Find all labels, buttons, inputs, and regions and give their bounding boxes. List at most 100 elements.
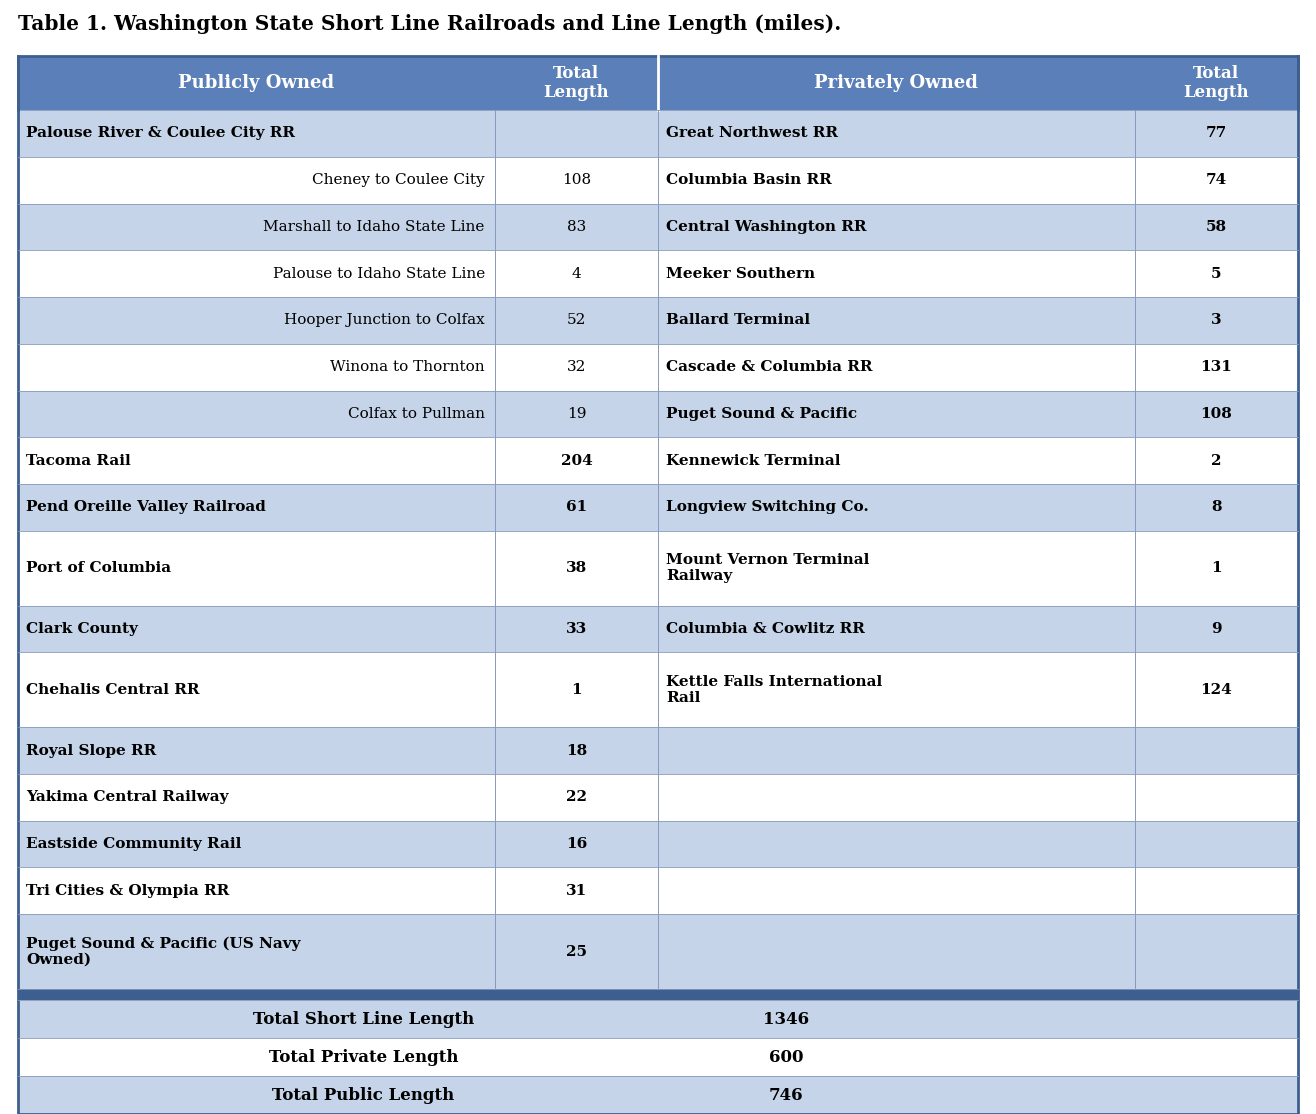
Text: Colfax to Pullman: Colfax to Pullman (347, 407, 484, 421)
Text: Puget Sound & Pacific: Puget Sound & Pacific (666, 407, 857, 421)
Bar (18, 204, 658, 251)
Text: Columbia & Cowlitz RR: Columbia & Cowlitz RR (666, 622, 865, 636)
Bar (18, 297, 658, 344)
Bar (18, 868, 658, 915)
Bar (658, 653, 1298, 727)
Text: 19: 19 (567, 407, 586, 421)
Text: Port of Columbia: Port of Columbia (26, 561, 171, 575)
Text: 108: 108 (1200, 407, 1232, 421)
Bar (18, 1000, 1298, 1038)
Bar (658, 297, 1298, 344)
Text: 108: 108 (562, 173, 591, 187)
Text: 1: 1 (1211, 561, 1221, 575)
Bar (18, 774, 658, 821)
Text: 5: 5 (1211, 266, 1221, 281)
Text: Chehalis Central RR: Chehalis Central RR (26, 683, 200, 696)
Text: Cheney to Coulee City: Cheney to Coulee City (312, 173, 484, 187)
Text: Publicly Owned: Publicly Owned (179, 74, 334, 92)
Text: Kennewick Terminal: Kennewick Terminal (666, 453, 841, 468)
Bar (658, 821, 1298, 868)
Text: Ballard Terminal: Ballard Terminal (666, 313, 811, 328)
Text: Meeker Southern: Meeker Southern (666, 266, 815, 281)
Text: 600: 600 (769, 1048, 803, 1065)
Text: Marshall to Idaho State Line: Marshall to Idaho State Line (263, 219, 484, 234)
Bar (658, 727, 1298, 774)
Text: 58: 58 (1205, 219, 1227, 234)
Text: 16: 16 (566, 837, 587, 851)
Bar (18, 344, 658, 391)
Text: Palouse to Idaho State Line: Palouse to Idaho State Line (272, 266, 484, 281)
Bar (658, 915, 1298, 989)
Text: Cascade & Columbia RR: Cascade & Columbia RR (666, 360, 873, 374)
Text: Privately Owned: Privately Owned (815, 74, 978, 92)
Text: Clark County: Clark County (26, 622, 138, 636)
Text: Columbia Basin RR: Columbia Basin RR (666, 173, 832, 187)
Bar (18, 606, 658, 653)
Bar (18, 1076, 1298, 1114)
Bar (18, 727, 658, 774)
Bar (18, 485, 658, 530)
Bar (658, 391, 1298, 438)
Bar (658, 204, 1298, 251)
Bar (18, 530, 658, 606)
Text: Total
Length: Total Length (544, 65, 609, 101)
Text: 74: 74 (1205, 173, 1227, 187)
Text: Royal Slope RR: Royal Slope RR (26, 743, 157, 758)
Text: Winona to Thornton: Winona to Thornton (330, 360, 484, 374)
Bar (658, 530, 1298, 606)
Text: 131: 131 (1200, 360, 1232, 374)
Text: 18: 18 (566, 743, 587, 758)
Text: 52: 52 (567, 313, 586, 328)
Text: 2: 2 (1211, 453, 1221, 468)
Bar (658, 344, 1298, 391)
Bar (18, 391, 658, 438)
Bar (18, 821, 658, 868)
Bar (18, 157, 658, 204)
Bar (18, 110, 658, 157)
Text: Mount Vernon Terminal
Railway: Mount Vernon Terminal Railway (666, 554, 870, 584)
Text: 83: 83 (567, 219, 586, 234)
Text: 32: 32 (567, 360, 586, 374)
Text: 9: 9 (1211, 622, 1221, 636)
Text: Table 1. Washington State Short Line Railroads and Line Length (miles).: Table 1. Washington State Short Line Rai… (18, 14, 841, 35)
Text: Tacoma Rail: Tacoma Rail (26, 453, 130, 468)
Text: Tri Cities & Olympia RR: Tri Cities & Olympia RR (26, 883, 229, 898)
Text: Puget Sound & Pacific (US Navy
Owned): Puget Sound & Pacific (US Navy Owned) (26, 936, 300, 967)
Bar (18, 251, 658, 297)
Text: Central Washington RR: Central Washington RR (666, 219, 866, 234)
Text: 22: 22 (566, 790, 587, 804)
Bar (658, 251, 1298, 297)
Text: 1: 1 (571, 683, 582, 696)
Text: 38: 38 (566, 561, 587, 575)
Bar (18, 915, 658, 989)
Text: Longview Switching Co.: Longview Switching Co. (666, 500, 869, 515)
Bar (658, 606, 1298, 653)
Bar (18, 989, 1298, 1000)
Bar (658, 485, 1298, 530)
Text: Great Northwest RR: Great Northwest RR (666, 126, 838, 140)
Text: Total Short Line Length: Total Short Line Length (253, 1010, 474, 1027)
Bar (18, 438, 658, 485)
Text: Total
Length: Total Length (1183, 65, 1249, 101)
Bar (658, 56, 1298, 110)
Text: 1346: 1346 (763, 1010, 809, 1027)
Text: Pend Oreille Valley Railroad: Pend Oreille Valley Railroad (26, 500, 266, 515)
Bar (658, 774, 1298, 821)
Text: Total Public Length: Total Public Length (272, 1086, 455, 1104)
Text: 4: 4 (571, 266, 582, 281)
Text: Yakima Central Railway: Yakima Central Railway (26, 790, 229, 804)
Text: 746: 746 (769, 1086, 803, 1104)
Text: 33: 33 (566, 622, 587, 636)
Text: Kettle Falls International
Rail: Kettle Falls International Rail (666, 675, 882, 705)
Bar (658, 157, 1298, 204)
Text: 204: 204 (561, 453, 592, 468)
Bar (658, 438, 1298, 485)
Text: 77: 77 (1205, 126, 1227, 140)
Text: Eastside Community Rail: Eastside Community Rail (26, 837, 241, 851)
Bar (658, 110, 1298, 157)
Bar (658, 868, 1298, 915)
Bar (18, 653, 658, 727)
Text: Total Private Length: Total Private Length (268, 1048, 458, 1065)
Text: 8: 8 (1211, 500, 1221, 515)
Text: 61: 61 (566, 500, 587, 515)
